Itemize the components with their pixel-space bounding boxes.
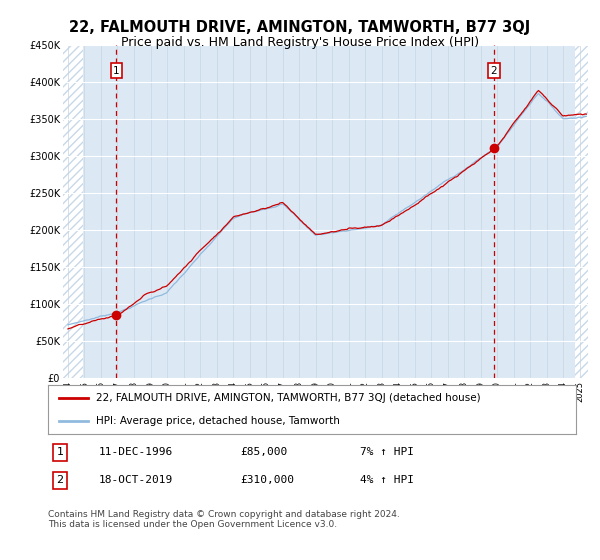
- Text: £310,000: £310,000: [240, 475, 294, 486]
- Text: 18-OCT-2019: 18-OCT-2019: [99, 475, 173, 486]
- Text: 22, FALMOUTH DRIVE, AMINGTON, TAMWORTH, B77 3QJ (detached house): 22, FALMOUTH DRIVE, AMINGTON, TAMWORTH, …: [95, 393, 480, 403]
- Text: 22, FALMOUTH DRIVE, AMINGTON, TAMWORTH, B77 3QJ: 22, FALMOUTH DRIVE, AMINGTON, TAMWORTH, …: [70, 20, 530, 35]
- Text: 2: 2: [56, 475, 64, 486]
- Text: 4% ↑ HPI: 4% ↑ HPI: [360, 475, 414, 486]
- Text: 11-DEC-1996: 11-DEC-1996: [99, 447, 173, 458]
- Text: 1: 1: [56, 447, 64, 458]
- Text: HPI: Average price, detached house, Tamworth: HPI: Average price, detached house, Tamw…: [95, 416, 340, 426]
- Text: Contains HM Land Registry data © Crown copyright and database right 2024.
This d: Contains HM Land Registry data © Crown c…: [48, 510, 400, 529]
- Text: 1: 1: [113, 66, 120, 76]
- Text: Price paid vs. HM Land Registry's House Price Index (HPI): Price paid vs. HM Land Registry's House …: [121, 36, 479, 49]
- Text: 7% ↑ HPI: 7% ↑ HPI: [360, 447, 414, 458]
- Text: £85,000: £85,000: [240, 447, 287, 458]
- Text: 2: 2: [490, 66, 497, 76]
